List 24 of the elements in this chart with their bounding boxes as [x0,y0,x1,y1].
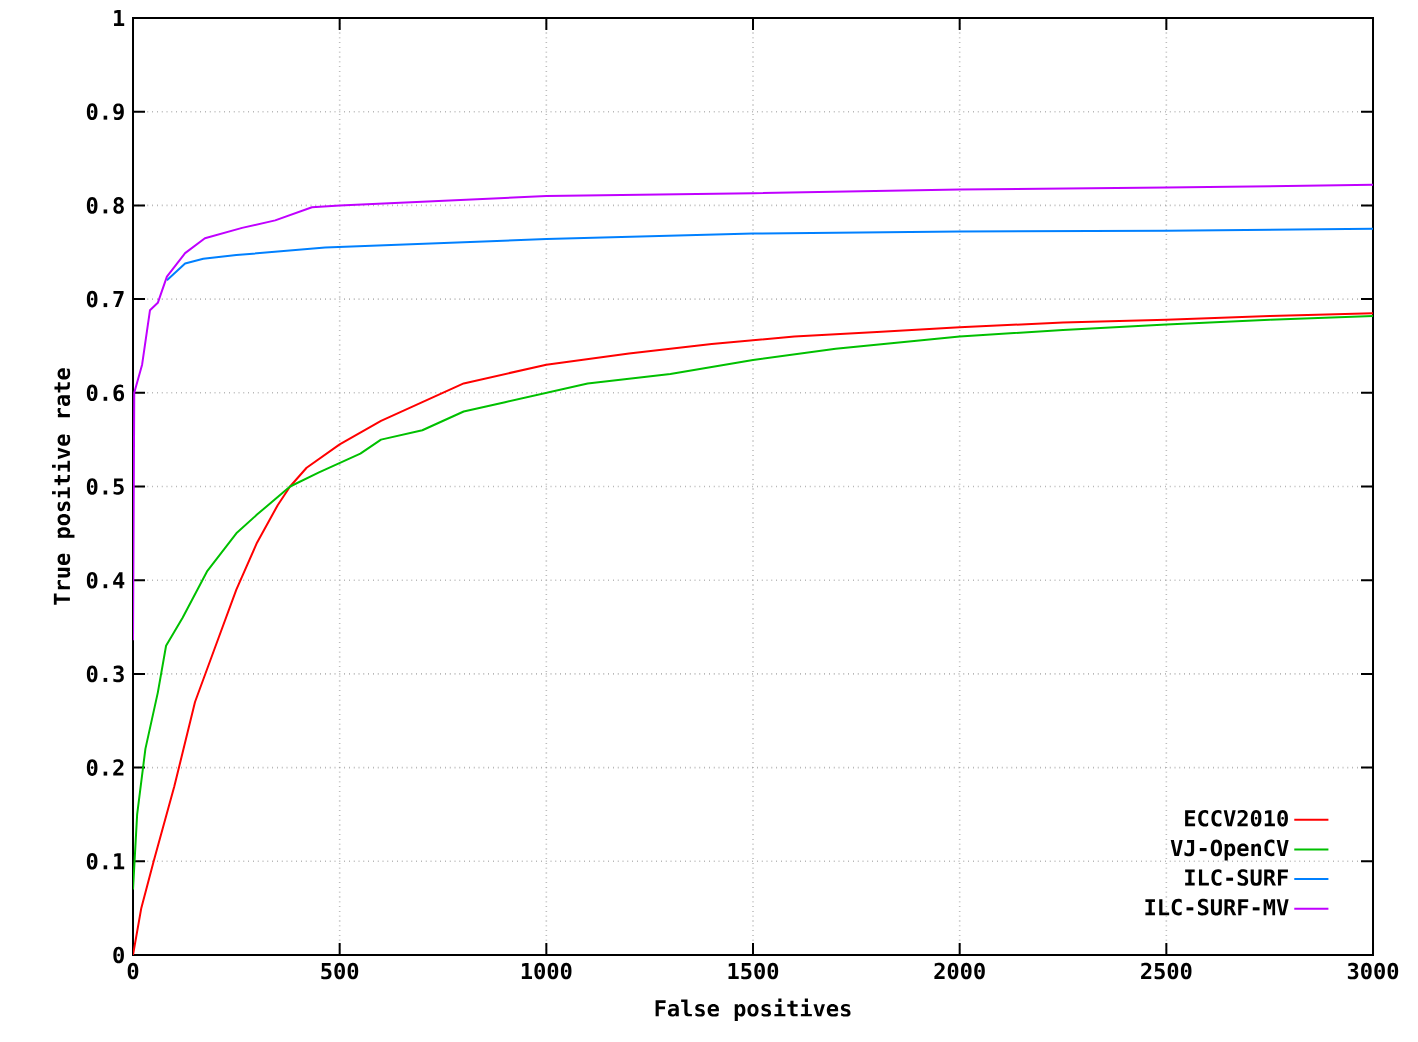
legend-label: ILC-SURF [1185,869,1288,886]
x-axis-title: False positives [655,998,851,1021]
y-tick-label: 0.2 [86,759,124,776]
x-tick-label: 500 [321,962,359,980]
y-tick-label: 0.9 [86,103,124,121]
x-tick-label: 2500 [1141,962,1192,980]
x-tick-label: 1000 [521,962,572,980]
legend-label: ILC-SURF-MV [1145,898,1289,916]
y-tick-label: 0 [113,946,124,964]
y-tick-label: 0.7 [86,290,124,308]
legend-label: ECCV2010 [1185,809,1288,827]
y-tick-label: 0.8 [86,197,124,214]
y-tick-label: 1 [114,9,125,26]
y-tick-label: 0.4 [86,571,125,589]
x-tick-label: 2000 [934,962,985,980]
y-tick-label: 0.1 [86,852,125,870]
legend-label: VJ-OpenCV [1170,839,1289,861]
x-tick-label: 0 [127,962,139,980]
x-tick-label: 3000 [1347,962,1399,980]
x-tick-label: 1500 [728,962,779,980]
y-tick-label: 0.5 [86,478,124,495]
y-tick-label: 0.3 [86,665,124,683]
y-tick-label: 0.6 [86,384,125,402]
y-axis-title: True positive rate [52,368,75,605]
